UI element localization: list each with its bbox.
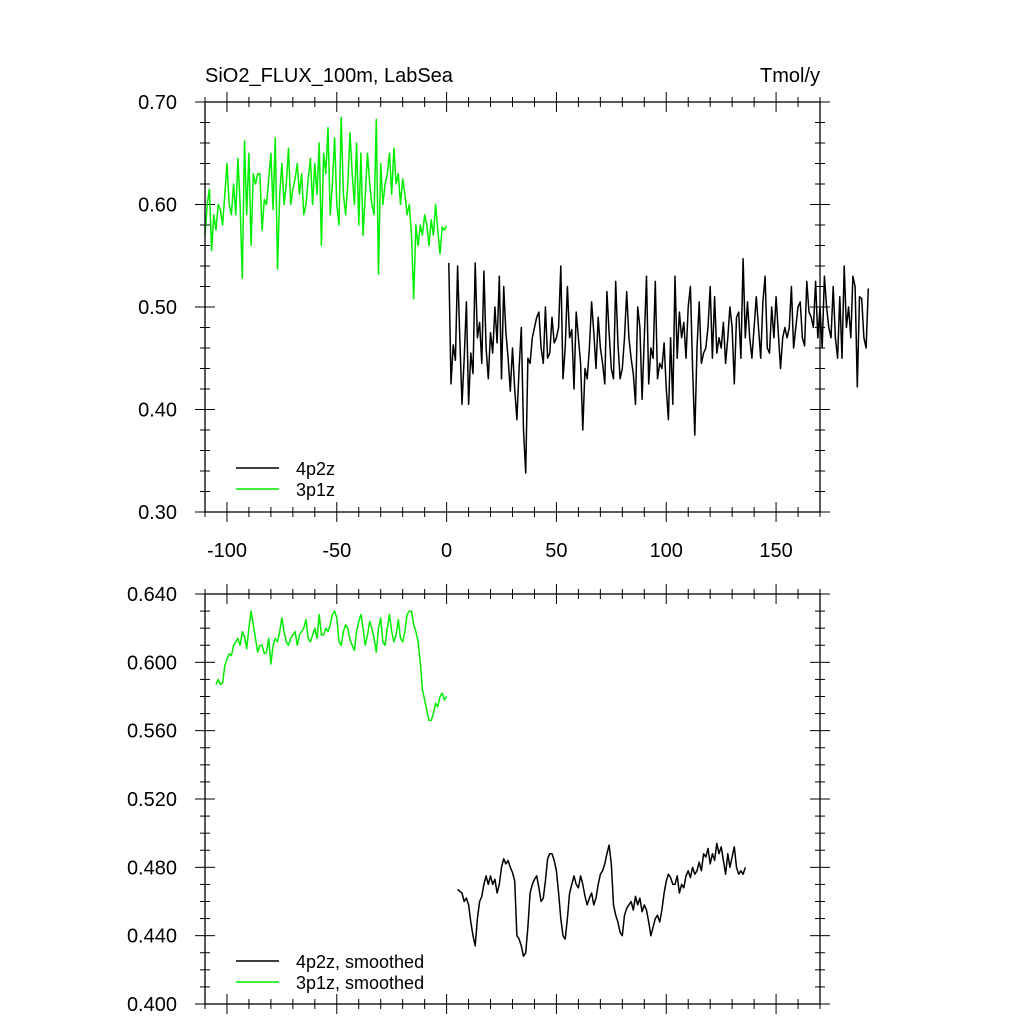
top-y-tick-labels: 0.30 0.40 0.50 0.60 0.70 [138, 92, 177, 524]
top-plot-frame [204, 101, 821, 513]
series-line-3p1z [204, 116, 448, 300]
series-line-4p2z [448, 258, 870, 474]
y-tick-label: 0.70 [138, 92, 177, 114]
y-tick-label: 0.560 [127, 721, 177, 743]
chart-title: SiO2_FLUX_100m, LabSea [205, 65, 454, 87]
top-legend: 4p2z 3p1z [236, 459, 335, 500]
bottom-axes-ticks [195, 584, 830, 1014]
legend-label-3p1z-smoothed: 3p1z, smoothed [296, 973, 424, 993]
bottom-panel: 0.400 0.440 0.480 0.520 0.560 0.600 0.640 4p2z… [127, 584, 830, 1016]
units-label: Tmol/y [760, 65, 820, 87]
legend-label-3p1z: 3p1z [296, 480, 335, 500]
top-axes-ticks [195, 92, 830, 522]
top-panel: SiO2_FLUX_100m, LabSea Tmol/y -100 -50 0 50… [138, 65, 870, 562]
bottom-legend: 4p2z, smoothed 3p1z, smoothed [236, 952, 424, 993]
y-tick-label: 0.600 [127, 652, 177, 674]
bottom-y-tick-labels: 0.400 0.440 0.480 0.520 0.560 0.600 0.640 [127, 584, 177, 1016]
y-tick-label: 0.480 [127, 857, 177, 879]
x-tick-label: 100 [650, 540, 683, 562]
series-line-4p2z-smoothed [457, 842, 747, 957]
top-x-tick-labels: -100 -50 0 50 100 150 [207, 540, 793, 562]
x-tick-label: 50 [545, 540, 567, 562]
x-tick-label: -100 [207, 540, 247, 562]
bottom-plot-frame [204, 593, 821, 1005]
y-tick-label: 0.440 [127, 926, 177, 948]
y-tick-label: 0.50 [138, 297, 177, 319]
series-line-3p1z-smoothed [215, 610, 448, 722]
legend-label-4p2z-smoothed: 4p2z, smoothed [296, 952, 424, 972]
y-tick-label: 0.40 [138, 400, 177, 422]
top-series-lines [204, 116, 870, 474]
x-tick-label: -50 [322, 540, 351, 562]
x-tick-label: 0 [441, 540, 452, 562]
y-tick-label: 0.400 [127, 994, 177, 1016]
bottom-series-lines [215, 610, 747, 957]
y-tick-label: 0.520 [127, 789, 177, 811]
x-tick-label: 150 [759, 540, 792, 562]
y-tick-label: 0.60 [138, 195, 177, 217]
y-tick-label: 0.30 [138, 502, 177, 524]
y-tick-label: 0.640 [127, 584, 177, 606]
legend-label-4p2z: 4p2z [296, 459, 335, 479]
